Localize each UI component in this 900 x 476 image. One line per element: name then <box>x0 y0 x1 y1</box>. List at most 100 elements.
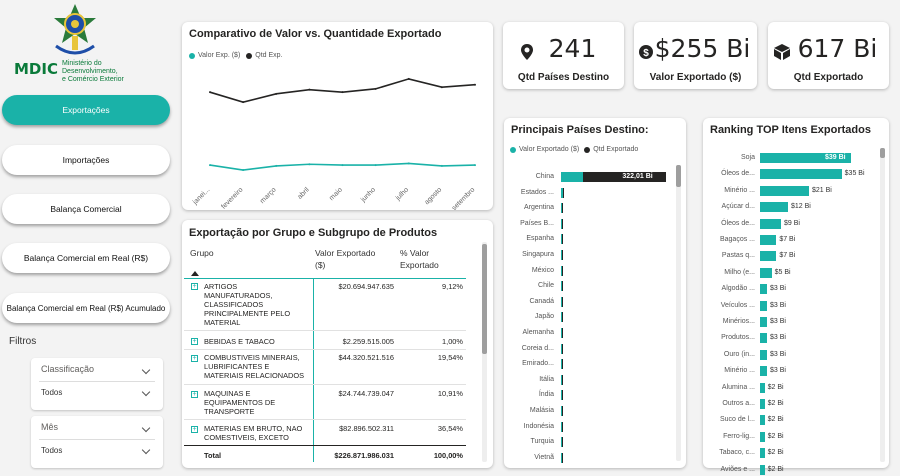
item-bar[interactable] <box>760 235 777 245</box>
x-tick-label: agosto <box>423 186 443 206</box>
country-bar-valor[interactable] <box>561 172 583 182</box>
country-bar-valor[interactable] <box>561 203 563 214</box>
line-chart-title: Comparativo de Valor vs. Quantidade Expo… <box>189 28 442 40</box>
header-valor[interactable]: Valor Exportado ($) <box>315 248 376 270</box>
item-bar[interactable] <box>760 399 765 409</box>
total-valor: $226.871.986.031 <box>334 451 394 460</box>
expand-icon[interactable]: + <box>191 338 198 345</box>
country-label: Coreia d... <box>521 344 554 352</box>
series-point[interactable] <box>209 91 211 94</box>
kpi-valor-card: $ $255 Bi Valor Exportado ($) <box>634 22 757 89</box>
country-bar-valor[interactable] <box>561 234 563 245</box>
ranking-scrollbar[interactable] <box>880 148 885 462</box>
item-bar[interactable] <box>760 349 767 360</box>
item-bar[interactable] <box>760 185 809 196</box>
item-bar[interactable] <box>760 415 765 426</box>
country-bar-valor[interactable] <box>561 406 563 416</box>
series-point[interactable] <box>242 101 245 104</box>
expand-icon[interactable]: + <box>191 391 198 398</box>
filter-mes[interactable]: Mês Todos <box>31 416 163 468</box>
nav-exportacoes-button[interactable]: Exportações <box>2 95 170 125</box>
chevron-down-icon[interactable] <box>141 365 151 375</box>
item-bar[interactable] <box>760 202 788 213</box>
country-bar-valor[interactable] <box>561 250 563 260</box>
country-bar-valor[interactable] <box>561 452 563 463</box>
country-bar-valor[interactable] <box>561 374 563 385</box>
expand-icon[interactable]: + <box>191 355 198 362</box>
country-bar-valor[interactable] <box>561 359 563 370</box>
line-chart-plot[interactable]: janei... fevereiro março abril maio junho julh… <box>182 22 493 210</box>
nav-balanca-real-button[interactable]: Balança Comercial em Real (R$) <box>2 243 170 273</box>
item-data-label: $3 Bi <box>770 367 786 375</box>
item-bar[interactable] <box>760 464 765 475</box>
series-point[interactable] <box>474 164 476 167</box>
item-bar[interactable] <box>760 300 767 311</box>
country-bar-valor[interactable] <box>561 312 563 323</box>
country-bar-valor[interactable] <box>561 343 563 354</box>
countries-scrollbar-thumb[interactable] <box>676 165 681 187</box>
series-point[interactable] <box>341 164 344 167</box>
header-pct[interactable]: % Valor Exportado <box>400 248 439 270</box>
country-bar-valor[interactable] <box>561 281 563 292</box>
item-bar[interactable] <box>760 382 765 393</box>
chevron-down-icon[interactable] <box>141 445 151 455</box>
series-point[interactable] <box>407 162 410 165</box>
filter-classificacao[interactable]: Classificação Todos <box>31 358 163 410</box>
item-bar[interactable] <box>760 251 777 262</box>
series-point[interactable] <box>275 164 278 167</box>
country-bar-valor[interactable] <box>561 328 563 338</box>
series-point[interactable] <box>440 164 443 167</box>
countries-scrollbar[interactable] <box>676 165 681 461</box>
table-scrollbar-thumb[interactable] <box>482 244 487 354</box>
filter-value[interactable]: Todos <box>41 446 63 455</box>
series-point[interactable] <box>440 86 443 89</box>
expand-icon[interactable]: + <box>191 283 198 290</box>
item-bar[interactable] <box>760 431 765 442</box>
series-point[interactable] <box>275 92 278 95</box>
nav-importacoes-button[interactable]: Importações <box>2 145 170 175</box>
item-bar[interactable] <box>760 366 767 377</box>
country-bar-valor[interactable] <box>561 187 563 198</box>
nav-balanca-comercial-button[interactable]: Balança Comercial <box>2 194 170 224</box>
header-grupo[interactable]: Grupo <box>190 248 214 258</box>
item-bar[interactable] <box>760 169 842 180</box>
item-data-label: $7 Bi <box>779 252 796 260</box>
series-point[interactable] <box>341 91 344 94</box>
filter-value[interactable]: Todos <box>41 388 63 397</box>
country-bar-valor[interactable] <box>561 265 563 276</box>
item-bar[interactable] <box>760 284 767 295</box>
item-bar[interactable] <box>760 317 767 327</box>
series-point[interactable] <box>308 163 311 166</box>
total-label: Total <box>204 451 222 460</box>
item-bar[interactable] <box>760 333 767 344</box>
sort-asc-icon[interactable] <box>190 270 200 278</box>
item-bar[interactable] <box>760 218 781 229</box>
series-point[interactable] <box>374 164 377 167</box>
item-bar[interactable] <box>760 448 765 459</box>
country-label: Países B... <box>520 219 554 227</box>
country-bar-qtd[interactable] <box>561 172 667 182</box>
series-point[interactable] <box>474 83 476 86</box>
series-point[interactable] <box>374 87 377 90</box>
item-bar[interactable] <box>760 153 851 163</box>
series-line[interactable] <box>209 78 476 103</box>
filters-title: Filtros <box>9 336 37 347</box>
country-bar-valor[interactable] <box>561 218 563 229</box>
ranking-scrollbar-thumb[interactable] <box>880 148 885 158</box>
item-data-label: $39 Bi <box>825 154 846 161</box>
chevron-down-icon[interactable] <box>141 423 151 433</box>
expand-icon[interactable]: + <box>191 426 198 433</box>
item-bar[interactable] <box>760 267 772 278</box>
country-bar-valor[interactable] <box>561 390 563 401</box>
nav-balanca-real-acumulado-button[interactable]: Balança Comercial em Real (R$) Acumulado <box>2 293 170 323</box>
series-point[interactable] <box>209 164 211 167</box>
coat-of-arms-icon <box>54 4 96 55</box>
series-point[interactable] <box>308 88 311 91</box>
chevron-down-icon[interactable] <box>141 387 151 397</box>
country-bar-valor[interactable] <box>561 296 563 307</box>
country-bar-valor[interactable] <box>561 421 563 432</box>
country-bar-valor[interactable] <box>561 437 563 448</box>
series-point[interactable] <box>242 169 245 172</box>
series-point[interactable] <box>407 77 410 80</box>
kpi-label: Qtd Países Destino <box>517 72 610 83</box>
